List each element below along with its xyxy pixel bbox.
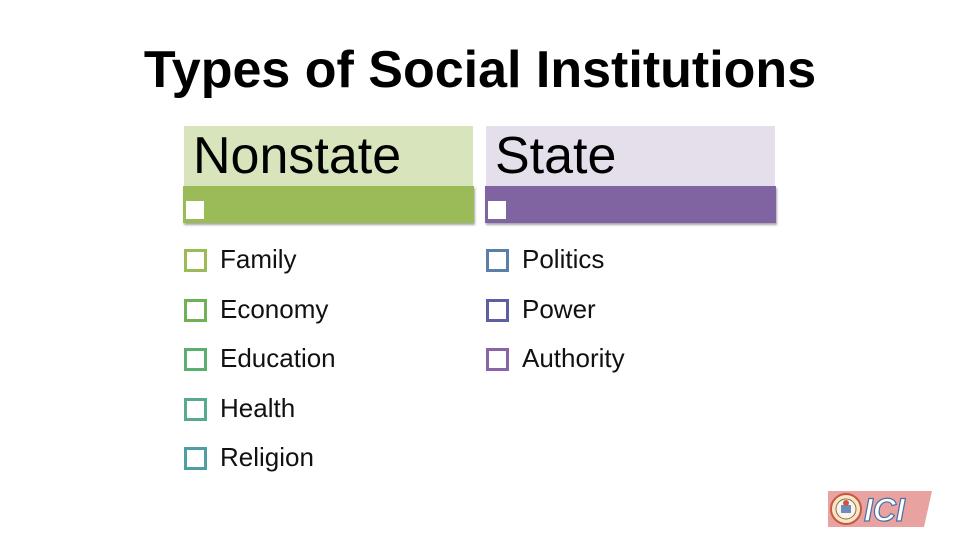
list-item: Education xyxy=(184,343,336,393)
list-item-label: Politics xyxy=(522,244,605,274)
nonstate-list: Family Economy Education Health Religion xyxy=(184,244,336,492)
checkbox-square-icon xyxy=(486,249,509,272)
list-item: Economy xyxy=(184,294,336,344)
list-item-label: Health xyxy=(220,392,296,423)
column-bar-state xyxy=(485,186,776,223)
column-bar-nonstate xyxy=(183,186,474,223)
checkbox-square-icon xyxy=(184,348,207,371)
ici-logo: ICI xyxy=(828,491,932,529)
emblem-seal-icon xyxy=(830,493,862,525)
checkbox-square-icon xyxy=(184,397,207,421)
logo-text: ICI xyxy=(864,492,906,528)
list-item: Health xyxy=(184,393,336,443)
checkbox-square-icon xyxy=(184,447,207,470)
list-item-label: Education xyxy=(220,343,336,373)
list-item: Religion xyxy=(184,442,336,492)
checkbox-square-icon xyxy=(486,348,509,371)
column-header-nonstate: Nonstate xyxy=(184,126,473,186)
list-item: Politics xyxy=(486,244,625,294)
list-item-label: Religion xyxy=(220,442,314,472)
list-item: Authority xyxy=(486,343,625,393)
list-item: Power xyxy=(486,294,625,344)
list-item-label: Economy xyxy=(220,293,329,324)
list-item-label: Family xyxy=(220,244,297,274)
list-item-label: Power xyxy=(522,293,596,324)
bar-square-icon xyxy=(488,201,506,219)
list-item-label: Authority xyxy=(522,343,625,373)
bar-square-icon xyxy=(186,201,204,219)
checkbox-square-icon xyxy=(486,298,509,322)
list-item: Family xyxy=(184,244,336,294)
column-header-state: State xyxy=(486,126,775,186)
checkbox-square-icon xyxy=(184,249,207,272)
checkbox-square-icon xyxy=(184,298,207,322)
state-list: Politics Power Authority xyxy=(486,244,625,393)
slide-title: Types of Social Institutions xyxy=(143,41,817,99)
